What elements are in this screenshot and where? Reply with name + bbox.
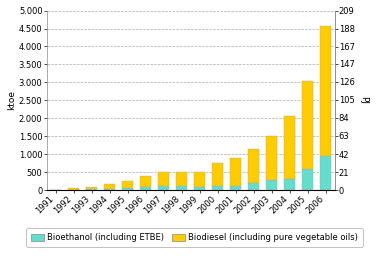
Bar	[248, 149, 259, 183]
Bar	[230, 186, 241, 190]
Bar	[86, 187, 97, 189]
Bar	[176, 172, 187, 186]
Bar	[104, 184, 115, 189]
Bar	[284, 179, 295, 190]
Bar	[230, 158, 241, 186]
Bar	[140, 176, 151, 187]
Bar	[140, 187, 151, 190]
Bar	[302, 81, 313, 169]
Bar	[194, 187, 205, 190]
Bar	[284, 116, 295, 179]
Bar	[86, 189, 97, 190]
Bar	[176, 186, 187, 190]
Bar	[266, 136, 277, 180]
Bar	[122, 188, 133, 190]
Bar	[320, 26, 331, 155]
Bar	[158, 172, 169, 186]
Legend: Bioethanol (including ETBE), Biodiesel (including pure vegetable oils): Bioethanol (including ETBE), Biodiesel (…	[26, 228, 363, 247]
Bar	[212, 163, 223, 186]
Bar	[302, 169, 313, 190]
Bar	[122, 181, 133, 188]
Bar	[266, 180, 277, 190]
Bar	[104, 189, 115, 190]
Bar	[158, 186, 169, 190]
Bar	[248, 183, 259, 190]
Bar	[68, 188, 79, 190]
Y-axis label: PJ: PJ	[359, 96, 368, 104]
Bar	[194, 172, 205, 187]
Bar	[212, 186, 223, 190]
Bar	[320, 155, 331, 190]
Y-axis label: ktoe: ktoe	[7, 90, 16, 110]
